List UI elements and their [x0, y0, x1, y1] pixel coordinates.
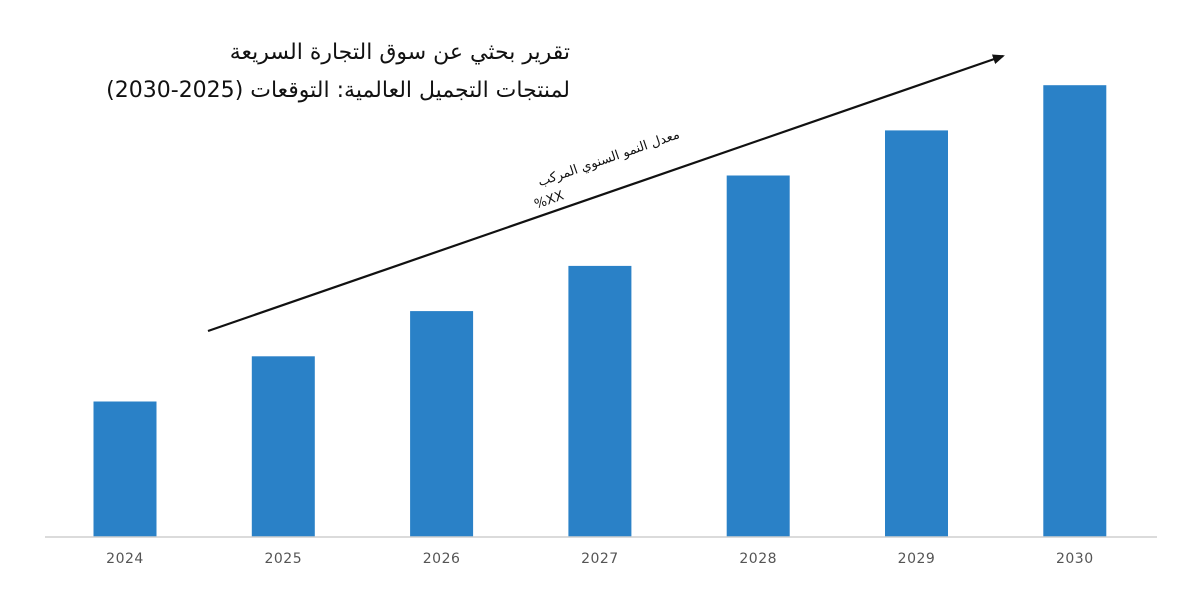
- x-tick-label-2027: 2027: [581, 551, 619, 567]
- bar-2028: [726, 175, 790, 537]
- bar-2026: [410, 311, 474, 537]
- bar-2030: [1043, 85, 1107, 537]
- chart-title-line-1: تقرير بحثي عن سوق التجارة السريعة: [229, 40, 570, 65]
- chart-title: تقرير بحثي عن سوق التجارة السريعة لمنتجا…: [50, 34, 570, 110]
- cagr-annotation: معدل النمو السنوي المركب %XX: [533, 127, 682, 212]
- bar-2029: [885, 130, 948, 537]
- x-tick-label-2028: 2028: [739, 551, 777, 567]
- x-tick-label-2026: 2026: [423, 551, 461, 567]
- x-tick-label-2025: 2025: [264, 551, 302, 567]
- x-tick-label-2030: 2030: [1056, 551, 1094, 567]
- cagr-label: معدل النمو السنوي المركب: [536, 127, 682, 190]
- bar-2027: [568, 265, 632, 537]
- x-tick-label-2029: 2029: [898, 551, 936, 567]
- x-tick-label-2024: 2024: [106, 551, 144, 567]
- bars-group: [93, 85, 1107, 537]
- bar-2024: [93, 401, 157, 537]
- bar-2025: [251, 356, 315, 537]
- x-axis-ticks: 2024 2025 2026 2027 2028 2029 2030: [106, 551, 1093, 567]
- growth-arrow: [207, 54, 1005, 333]
- chart-title-line-2: لمنتجات التجميل العالمية: التوقعات (2025…: [106, 78, 570, 103]
